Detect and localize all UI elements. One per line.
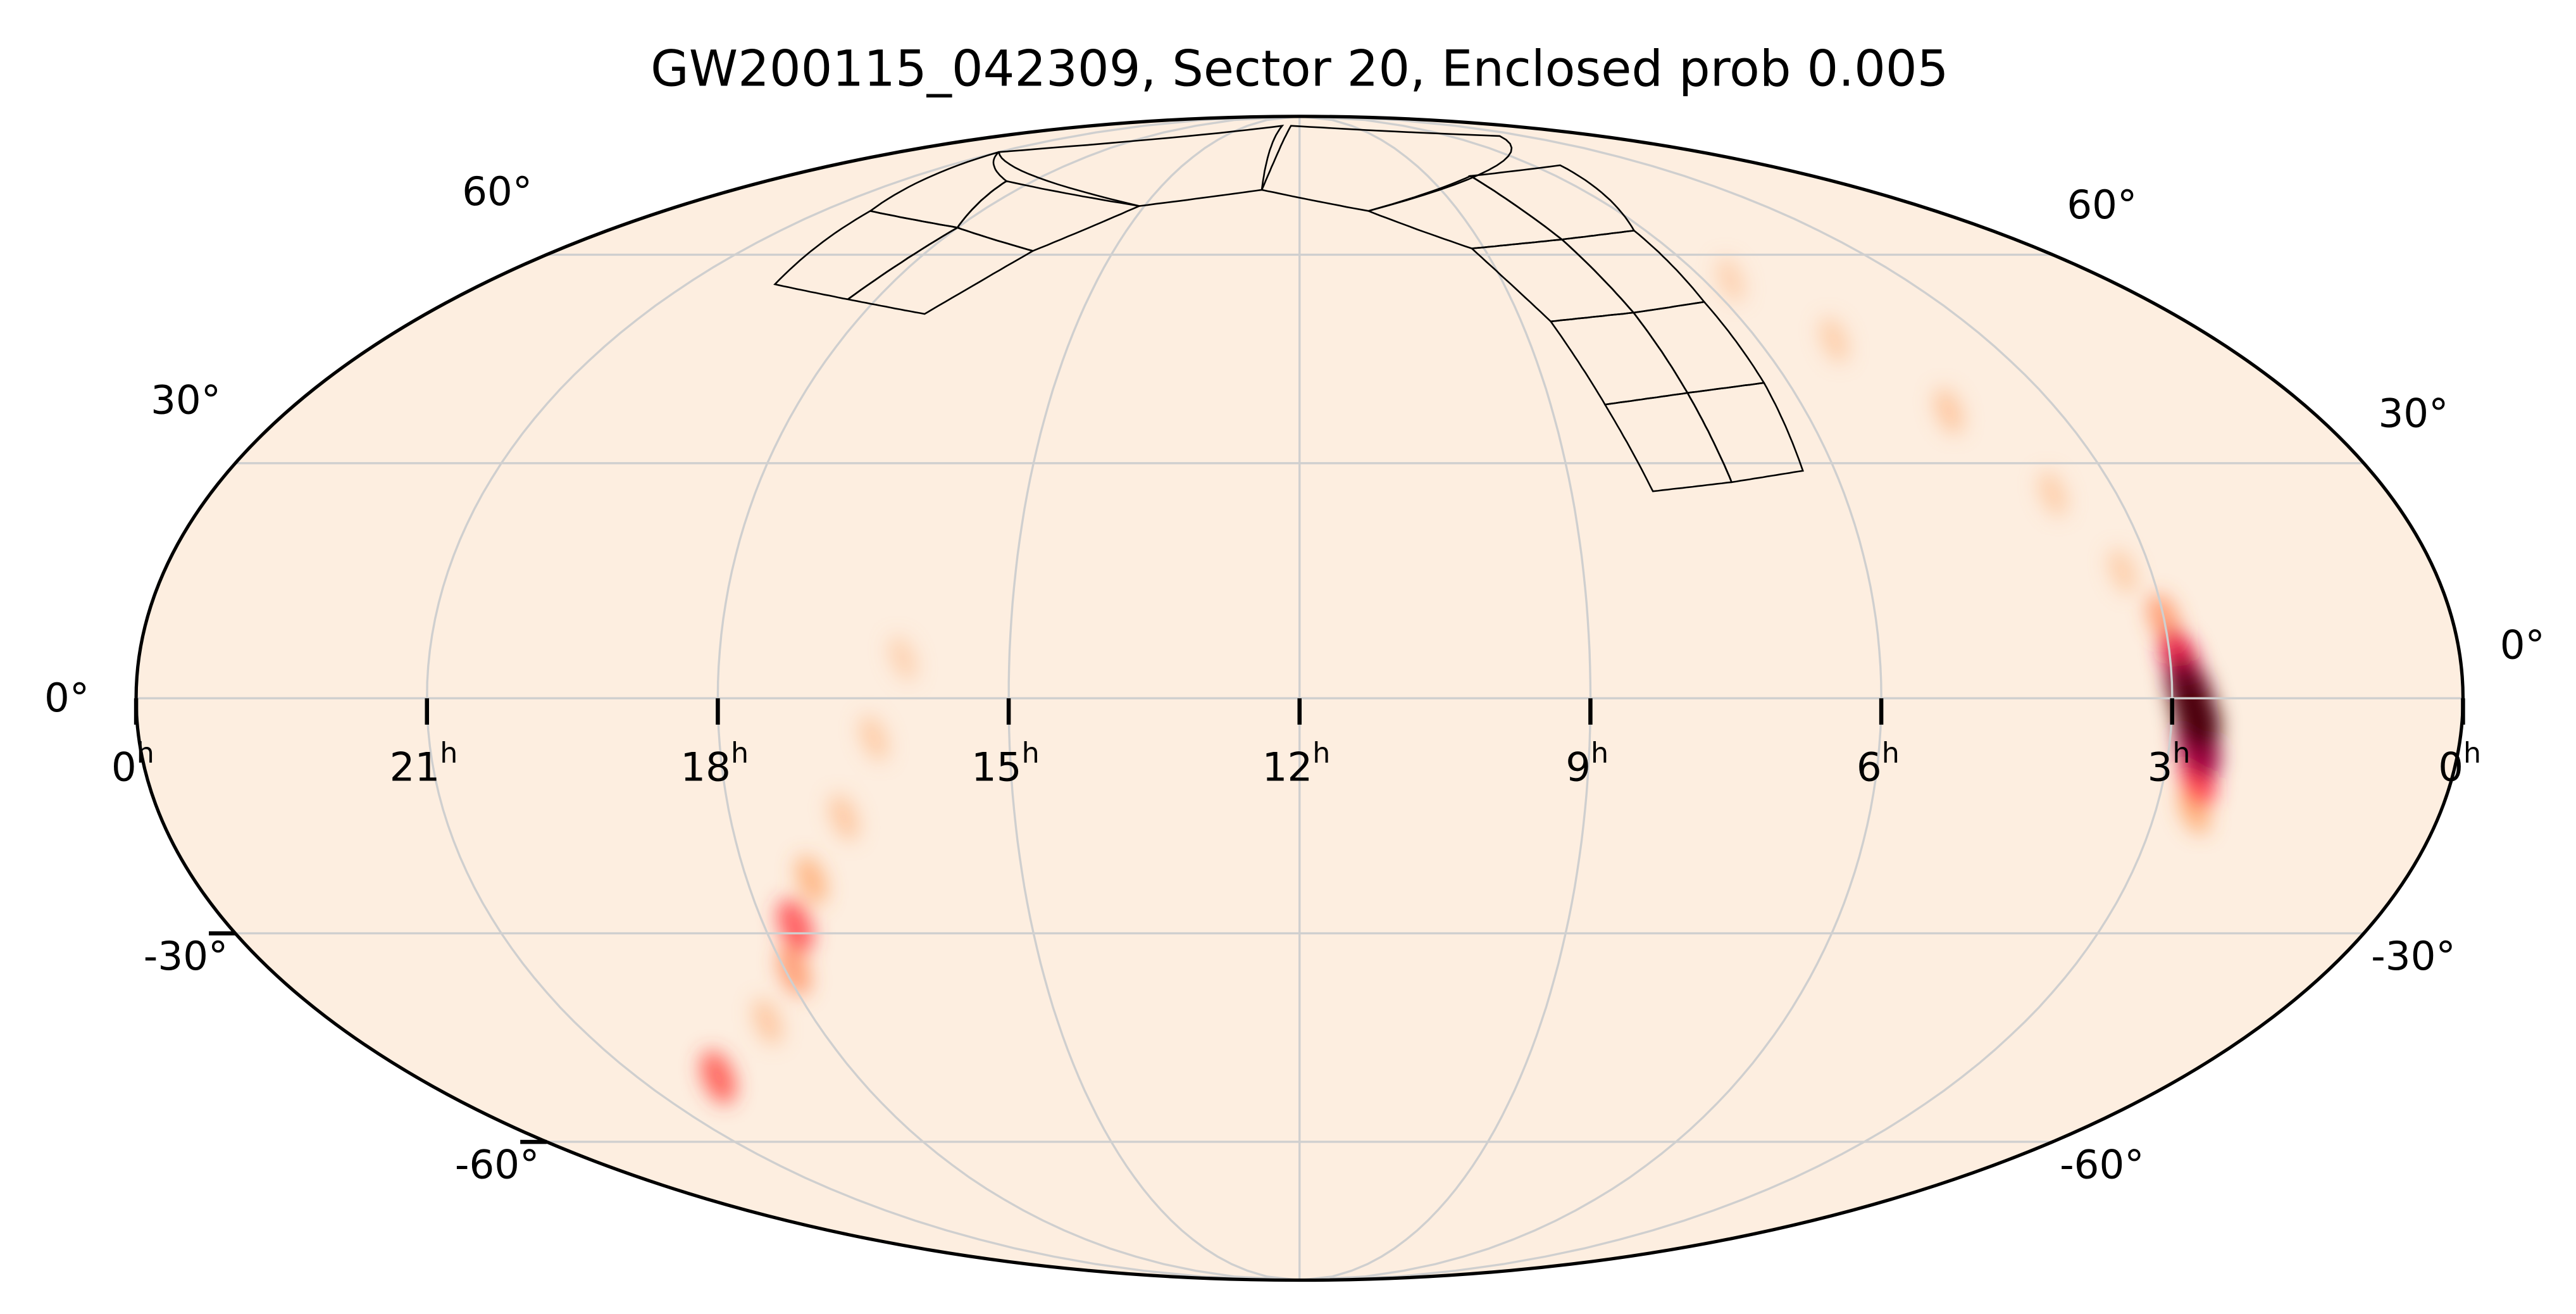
probability-heatmap — [700, 257, 2220, 1104]
ra-tick-label: 9h — [1565, 737, 1608, 791]
ra-tick-label: 6h — [1857, 737, 1900, 791]
axis-labels: 0h 21h 18h 15h 12h 9h 6h 3h 0h 60° 60° 30° 30° 0° 0° -3… — [44, 168, 2545, 1187]
dec-tick-label-right: 30° — [2378, 390, 2448, 436]
probability-hotspot — [1716, 257, 1745, 303]
chart-title: GW200115_042309, Sector 20, Enclosed pro… — [650, 41, 1948, 98]
probability-hotspot — [2108, 548, 2137, 594]
probability-hotspot — [888, 635, 918, 681]
probability-hotspot — [859, 715, 889, 761]
probability-hotspot — [795, 855, 827, 904]
dec-tick-label-right: 0° — [2500, 622, 2545, 668]
footprint-tile — [1467, 164, 1636, 241]
dec-tick-label-left: 30° — [151, 377, 221, 423]
dec-tick-label-left: 60° — [462, 168, 532, 215]
probability-hotspot — [700, 1050, 737, 1104]
dec-tick-label-right: -30° — [2371, 933, 2456, 979]
ra-tick-label: 3h — [2148, 737, 2191, 791]
dec-tick-label-right: -60° — [2060, 1141, 2144, 1187]
dec-tick-label-left: 0° — [44, 675, 89, 721]
probability-hotspot — [777, 899, 814, 953]
probability-hotspot — [2172, 679, 2220, 749]
sector-footprints — [773, 125, 1804, 492]
dec-tick-label-left: -60° — [455, 1141, 540, 1187]
dec-tick-label-left: -30° — [144, 933, 228, 979]
footprint-tile — [997, 125, 1285, 207]
ra-tick-label: 0h — [111, 737, 154, 791]
probability-hotspot — [829, 794, 859, 841]
footprint-tile — [956, 180, 1143, 252]
footprint-tile — [1260, 125, 1513, 212]
dec-tick-label-right: 60° — [2067, 182, 2137, 228]
probability-hotspot — [1819, 317, 1849, 363]
probability-hotspot — [778, 946, 811, 996]
axis-ticks — [134, 698, 2465, 1144]
probability-hotspot — [1934, 387, 1964, 435]
probability-hotspot — [2038, 470, 2068, 516]
ra-tick-label: 12h — [1262, 737, 1331, 791]
ra-tick-label: 18h — [680, 737, 749, 791]
ra-tick-label: 21h — [390, 737, 458, 791]
ra-tick-label: 0h — [2438, 737, 2481, 791]
ra-tick-label: 15h — [971, 737, 1040, 791]
probability-hotspot — [752, 998, 783, 1045]
